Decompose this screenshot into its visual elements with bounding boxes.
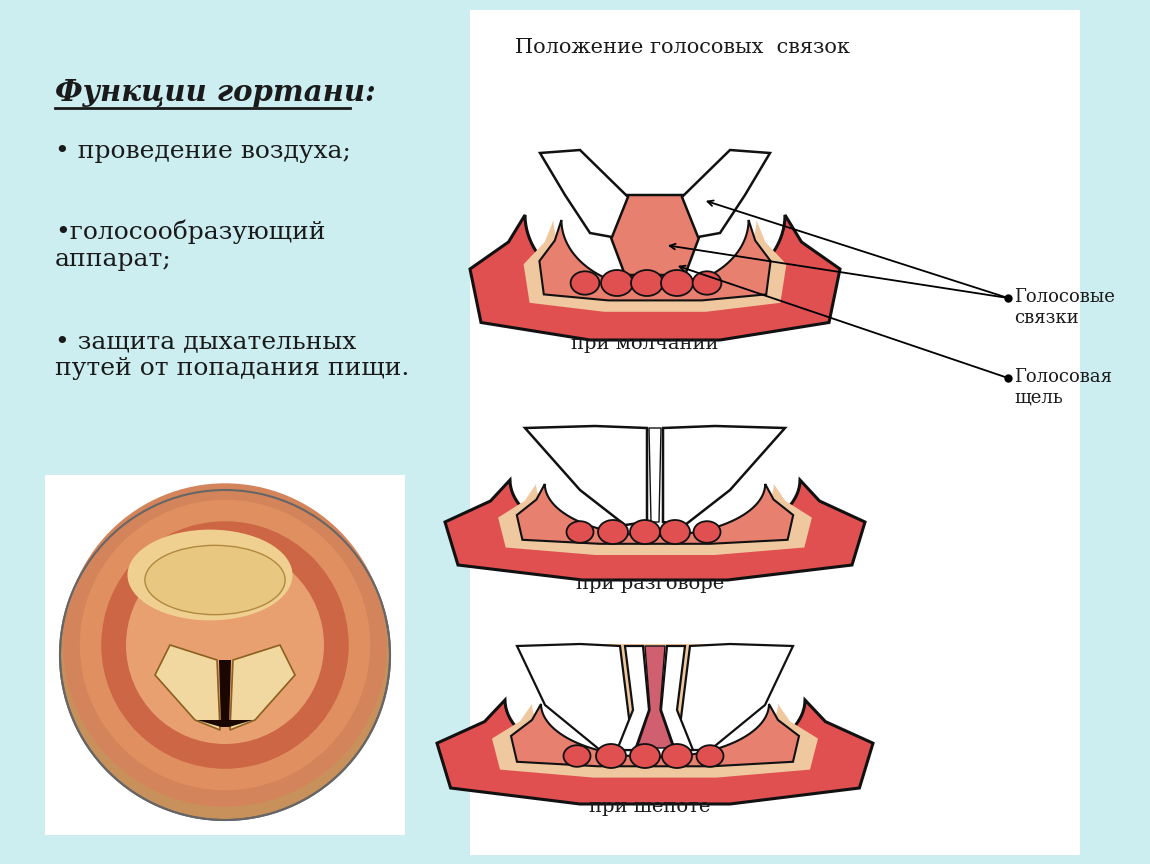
Polygon shape <box>523 220 787 312</box>
Circle shape <box>79 499 370 791</box>
Text: Функции гортани:: Функции гортани: <box>55 78 376 107</box>
Ellipse shape <box>697 745 723 767</box>
Polygon shape <box>618 646 649 750</box>
Polygon shape <box>677 644 793 750</box>
Ellipse shape <box>630 520 660 544</box>
Polygon shape <box>470 215 840 340</box>
Circle shape <box>126 546 324 744</box>
Polygon shape <box>230 645 296 730</box>
Text: • защита дыхательных
путей от попадания пищи.: • защита дыхательных путей от попадания … <box>55 330 409 379</box>
Polygon shape <box>664 426 785 525</box>
Polygon shape <box>526 426 647 525</box>
Ellipse shape <box>128 530 292 620</box>
Polygon shape <box>498 484 812 555</box>
Polygon shape <box>649 428 661 522</box>
Polygon shape <box>610 195 700 275</box>
Ellipse shape <box>660 520 690 544</box>
Ellipse shape <box>601 270 633 296</box>
Ellipse shape <box>692 271 721 295</box>
Text: Голосовая
щель: Голосовая щель <box>1014 368 1112 407</box>
Polygon shape <box>445 480 865 580</box>
Ellipse shape <box>662 744 692 768</box>
Circle shape <box>101 521 348 769</box>
Ellipse shape <box>564 745 590 767</box>
Polygon shape <box>437 700 873 804</box>
Text: при шепоте: при шепоте <box>589 798 711 816</box>
Ellipse shape <box>630 744 660 768</box>
Bar <box>470 10 1080 855</box>
Polygon shape <box>518 644 632 750</box>
Text: •голосообразующий
аппарат;: •голосообразующий аппарат; <box>55 220 325 271</box>
Polygon shape <box>605 425 705 525</box>
Ellipse shape <box>631 270 664 296</box>
Bar <box>45 475 405 835</box>
Polygon shape <box>637 646 673 748</box>
Ellipse shape <box>567 521 593 543</box>
Polygon shape <box>610 147 700 195</box>
Polygon shape <box>155 645 220 730</box>
Polygon shape <box>218 660 231 727</box>
Ellipse shape <box>661 270 693 296</box>
Text: при молчании: при молчании <box>572 335 719 353</box>
Polygon shape <box>492 704 818 778</box>
Text: Голосовые
связки: Голосовые связки <box>1014 288 1114 327</box>
Ellipse shape <box>598 520 628 544</box>
Text: • проведение воздуха;: • проведение воздуха; <box>55 140 351 163</box>
Ellipse shape <box>570 271 599 295</box>
Polygon shape <box>539 220 771 301</box>
Circle shape <box>60 490 390 820</box>
Circle shape <box>63 483 386 807</box>
Polygon shape <box>661 646 693 750</box>
Polygon shape <box>516 484 794 543</box>
Ellipse shape <box>693 521 721 543</box>
Ellipse shape <box>145 545 285 614</box>
Polygon shape <box>540 150 628 237</box>
Polygon shape <box>682 150 770 237</box>
Ellipse shape <box>596 744 626 768</box>
Polygon shape <box>197 720 253 727</box>
Polygon shape <box>511 704 799 766</box>
Polygon shape <box>590 644 720 748</box>
Text: при разговоре: при разговоре <box>576 575 724 593</box>
Text: Положение голосовых  связок: Положение голосовых связок <box>515 38 850 57</box>
